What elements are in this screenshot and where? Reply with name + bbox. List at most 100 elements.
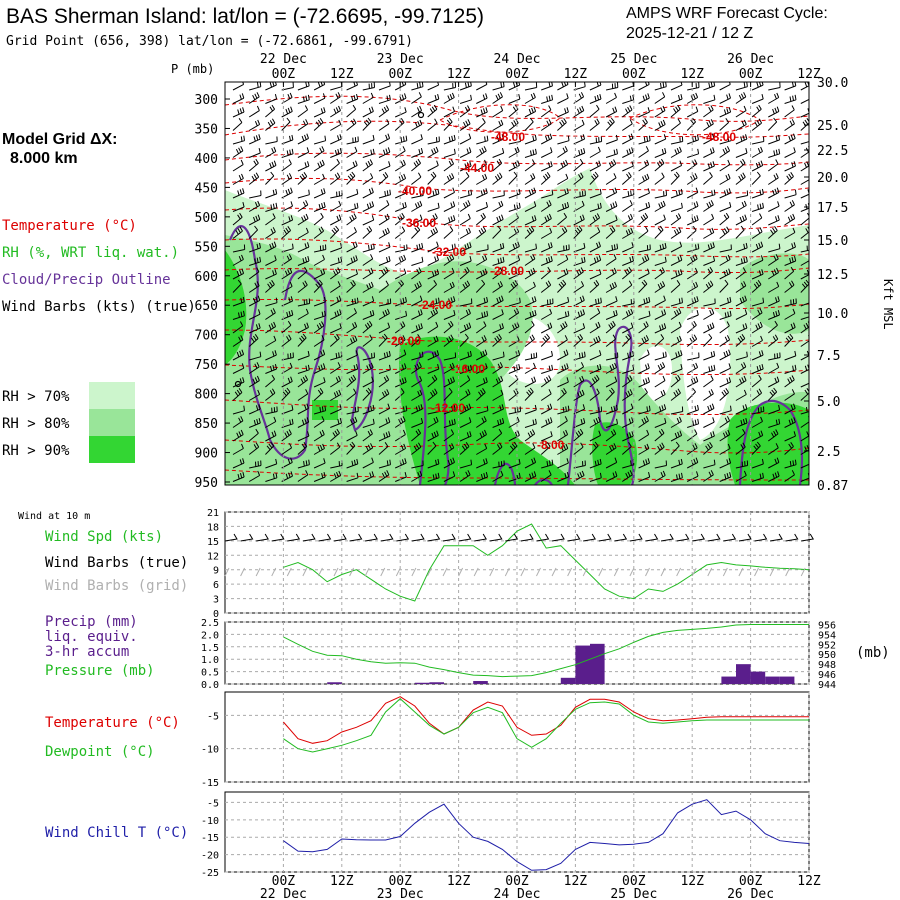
precip-label-3: 3-hr accum: [45, 644, 129, 660]
wind-barb: [281, 320, 292, 334]
wind-barb: [784, 213, 796, 226]
wind-barb: [784, 255, 797, 266]
wind-barb: [719, 377, 732, 388]
wind-barb: [670, 472, 683, 482]
wind-barb-true: [365, 533, 378, 542]
wind-barb: [411, 190, 424, 199]
wind-barb: [459, 280, 471, 293]
wind-barb: [362, 243, 375, 253]
wind-barb: [768, 418, 781, 428]
wind-barb: [492, 417, 505, 428]
wind-barb-true: [505, 533, 519, 542]
wind-barb: [751, 441, 761, 455]
wind-barb: [265, 280, 275, 293]
wind-barb: [459, 147, 472, 158]
wind-barb: [654, 281, 666, 293]
wind-barb: [768, 404, 781, 415]
wind-barb: [281, 281, 293, 293]
wind-barb: [427, 188, 440, 199]
wind-barb: [589, 321, 601, 334]
wind-barb: [800, 302, 809, 307]
wind-barb: [346, 321, 358, 334]
wind-barb: [541, 94, 554, 104]
wind-barb: [459, 417, 472, 428]
legend-rh70-swatch: [89, 382, 135, 409]
wind-barb: [751, 227, 763, 239]
wind-barb: [654, 442, 665, 455]
wind-barb: [232, 349, 245, 361]
wind-barb: [443, 352, 457, 361]
wind-barb: [638, 268, 650, 280]
wind-barb: [768, 296, 780, 307]
wind-barb: [540, 266, 551, 280]
wind-barb: [378, 333, 388, 347]
wind-barb: [573, 334, 584, 347]
top-hour-label: 00Z: [739, 67, 763, 82]
wind-barb: [265, 104, 276, 118]
cross-section-panel: -48.00 -48.00 -44.00 -40.00 -36.00 -32.0…: [195, 52, 849, 494]
wind-barb: [524, 404, 537, 415]
wind-barb: [475, 212, 486, 226]
wind-barb: [313, 429, 325, 442]
wind-barb: [443, 226, 454, 239]
wind-barb: [508, 297, 521, 307]
wind-barb: [248, 158, 259, 172]
wind-barb: [719, 135, 732, 145]
wind-barb: [557, 135, 570, 145]
wind-barb: [281, 267, 293, 280]
wind-barb: [540, 417, 553, 428]
wind-barb: [459, 119, 471, 131]
wind-barb: [654, 172, 665, 185]
wind-barb: [524, 320, 535, 334]
wind-barb: [687, 243, 700, 253]
wind-barb: [476, 82, 488, 91]
wind-barb-true: [287, 533, 301, 542]
wind-barb: [232, 201, 245, 212]
wind-barb: [735, 323, 748, 334]
wind-barb: [557, 254, 569, 266]
wind-barb: [751, 430, 764, 442]
wind-barb: [768, 215, 780, 226]
wind-barb: [265, 160, 277, 172]
wind-barb: [232, 173, 244, 185]
wind-barb: [670, 118, 681, 131]
height-tick-label: 30.0: [817, 76, 848, 91]
wind-barb: [735, 190, 749, 199]
wind-barb: [670, 335, 682, 347]
wind-barb: [249, 190, 262, 199]
wind-barb: [557, 268, 569, 280]
wind-barb: [751, 241, 764, 253]
wind-barb-grid: [427, 567, 432, 577]
wind-barb: [784, 364, 797, 374]
wind-barb: [735, 351, 748, 361]
wind-barb: [281, 352, 294, 361]
wind-barb: [362, 387, 372, 401]
wind-barb: [378, 227, 390, 239]
wind-barb: [557, 335, 568, 347]
contour-label: -16.00: [451, 362, 485, 376]
wind-barb: [411, 225, 421, 239]
chill-tick-label: -15: [201, 833, 219, 844]
legend-cloud-outline: Cloud/Precip Outline: [2, 272, 171, 288]
wind-barb: [767, 226, 778, 239]
wind-barb: [443, 418, 456, 428]
wind-barb: [281, 226, 292, 239]
wind-barb: [346, 118, 357, 131]
wind-barb: [232, 244, 246, 253]
wind-barb: [751, 118, 763, 131]
wind-barb: [557, 416, 568, 428]
wind-barb: [670, 280, 681, 293]
wind-barb: [589, 280, 600, 293]
wind-barb: [394, 279, 404, 293]
wind-barb: [313, 244, 327, 253]
wind-barb: [605, 320, 616, 334]
wind-barb: [378, 82, 391, 91]
wind-barb: [297, 350, 310, 361]
wind-barb-true: [442, 533, 456, 542]
wind-barb: [589, 374, 600, 388]
wind-barb: [638, 173, 650, 185]
wind-barb: [362, 471, 375, 482]
wind-barb-grid: [458, 567, 464, 577]
wind-barb: [297, 333, 307, 347]
precip-label-2: liq. equiv.: [45, 629, 138, 645]
